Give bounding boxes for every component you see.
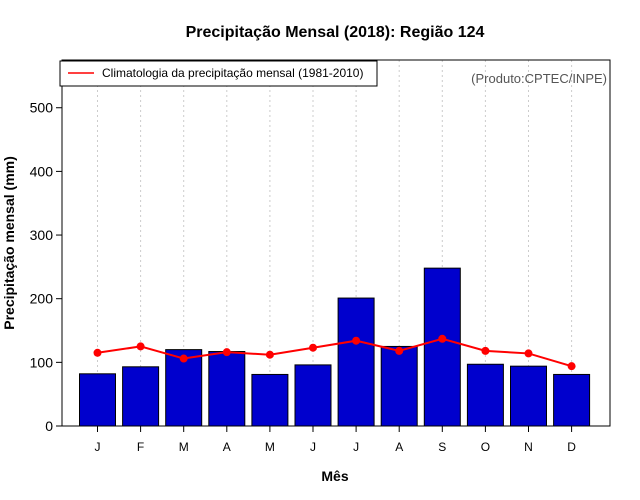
x-tick-label: A	[223, 440, 231, 454]
climatology-point	[481, 346, 490, 355]
bar-m-5	[251, 373, 289, 427]
climatology-line	[97, 337, 572, 368]
y-axis: 0 100 200 300 400 500	[30, 100, 62, 434]
climatology-point	[265, 350, 274, 359]
bar-o-10	[466, 363, 504, 427]
bar-a-4	[208, 351, 246, 427]
x-tick-label: J	[353, 440, 359, 454]
x-tick-label: J	[95, 440, 101, 454]
x-tick-label: J	[310, 440, 316, 454]
y-tick-label: 500	[30, 100, 54, 116]
climatology-point	[179, 354, 188, 363]
climatology-point	[524, 349, 533, 358]
plot-frame	[61, 59, 611, 427]
climatology-point	[136, 342, 145, 351]
legend-label-climatology: Climatologia da precipitação mensal (198…	[102, 66, 363, 80]
bar-j-6	[294, 364, 332, 427]
x-tick-label: D	[567, 440, 576, 454]
y-tick-label: 300	[30, 227, 54, 243]
bar-a-8	[380, 345, 418, 427]
y-axis-title: Precipitação mensal (mm)	[1, 156, 17, 330]
legend-box	[59, 60, 378, 87]
x-tick-label: A	[395, 440, 403, 454]
climatology-point	[93, 348, 102, 357]
credit-text: (Produto:CPTEC/INPE)	[471, 71, 607, 86]
y-tick-label: 400	[30, 163, 54, 179]
y-tick-label: 0	[45, 418, 53, 434]
x-tick-label: N	[524, 440, 533, 454]
line-layer	[93, 334, 576, 371]
x-axis-title: Mês	[321, 468, 348, 484]
climatology-point	[309, 343, 317, 352]
x-tick-label: M	[179, 440, 189, 454]
bar-f-2	[122, 366, 160, 427]
climatology-point	[352, 336, 361, 345]
bar-n-11	[510, 365, 547, 427]
x-tick-label: O	[481, 440, 490, 454]
x-tick-label: S	[438, 440, 446, 454]
y-tick-label: 100	[30, 354, 54, 370]
x-tick-label: M	[265, 440, 275, 454]
legend: Climatologia da precipitação mensal (198…	[59, 60, 378, 87]
climatology-point	[395, 346, 404, 355]
bar-s-9	[423, 267, 461, 427]
bar-j-7	[337, 297, 375, 427]
bars-layer	[79, 267, 591, 427]
y-tick-label: 200	[30, 291, 54, 307]
climatology-point	[222, 348, 231, 357]
x-tick-label: F	[137, 440, 144, 454]
climatology-point	[438, 334, 447, 343]
climatology-point	[567, 362, 576, 371]
bar-j-1	[79, 373, 116, 427]
chart-title: Precipitação Mensal (2018): Região 124	[186, 24, 485, 41]
bar-d-12	[553, 373, 591, 427]
